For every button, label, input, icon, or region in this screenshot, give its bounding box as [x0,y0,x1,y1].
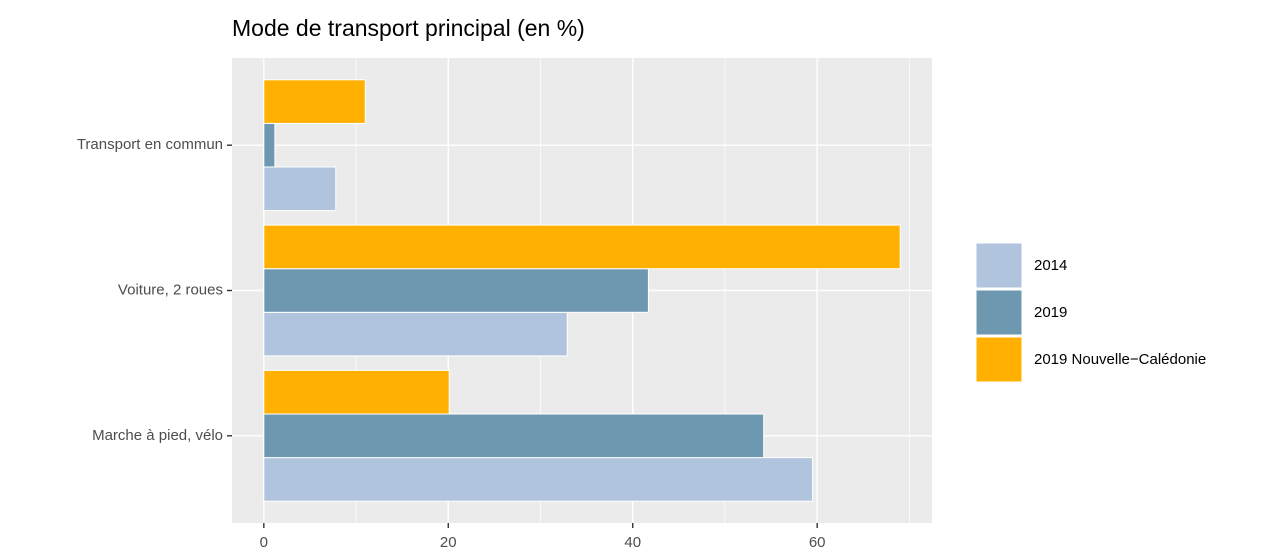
bar [263,369,450,415]
legend-label: 2019 [1034,304,1067,321]
bar [263,457,814,502]
legend-key [975,336,1023,383]
x-tick-label: 60 [809,534,826,551]
y-tick-label: Marche à pied, vélo [92,427,223,444]
bar [263,268,649,313]
bar [263,224,901,270]
bar [263,166,337,212]
bar [263,79,366,124]
x-tick-label: 40 [624,534,641,551]
x-tick-label: 0 [260,534,268,551]
y-tick-label: Voiture, 2 roues [118,281,223,298]
chart-title: Mode de transport principal (en %) [232,15,585,41]
legend-label: 2014 [1034,257,1067,274]
y-tick-label: Transport en commun [77,136,223,153]
legend-label: 2019 Nouvelle−Calédonie [1034,351,1206,368]
bar [263,311,568,357]
bar [263,122,276,168]
x-tick-label: 20 [440,534,457,551]
legend-key [975,289,1023,336]
bar [263,413,765,459]
legend-key [975,242,1023,289]
